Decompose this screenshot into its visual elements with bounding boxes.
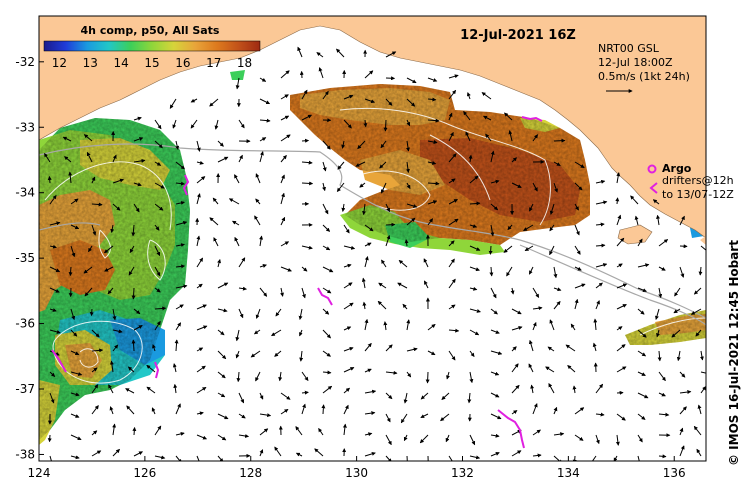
current-arrow bbox=[323, 405, 324, 414]
current-arrow bbox=[365, 120, 366, 127]
product-time: 12-Jul 18:00Z bbox=[598, 56, 673, 69]
y-tick-label: -36 bbox=[15, 317, 35, 331]
drifter-label-line1: drifters@12h bbox=[662, 174, 734, 187]
current-arrow bbox=[133, 340, 134, 351]
y-tick-label: -33 bbox=[15, 120, 35, 134]
x-tick-label: 126 bbox=[133, 466, 156, 480]
imos-credit: © IMOS 16-Jul-2021 12:45 Hobart bbox=[727, 240, 741, 466]
colorbar-tick-label: 14 bbox=[114, 56, 129, 70]
current-arrow bbox=[302, 141, 308, 142]
current-arrow bbox=[617, 198, 618, 204]
current-arrow bbox=[92, 309, 93, 316]
colorbar-title: 4h comp, p50, All Sats bbox=[81, 24, 220, 37]
current-arrow bbox=[490, 246, 491, 254]
current-arrow bbox=[386, 225, 395, 226]
colorbar-tick-label: 15 bbox=[144, 56, 159, 70]
x-tick-label: 134 bbox=[557, 466, 580, 480]
current-arrow bbox=[575, 456, 576, 463]
current-arrow bbox=[491, 267, 492, 276]
current-arrow bbox=[92, 204, 102, 205]
current-arrow bbox=[659, 456, 666, 457]
current-arrow bbox=[50, 435, 51, 442]
y-tick-label: -35 bbox=[15, 251, 35, 265]
colorbar-tick-label: 16 bbox=[175, 56, 190, 70]
current-arrow bbox=[302, 392, 308, 393]
colorbar-tick-label: 18 bbox=[237, 56, 252, 70]
colorbar-tick-label: 13 bbox=[83, 56, 98, 70]
x-tick-label: 132 bbox=[451, 466, 474, 480]
vector-scale-label: 0.5m/s (1kt 24h) bbox=[598, 70, 690, 83]
y-tick-label: -38 bbox=[15, 447, 35, 461]
x-tick-label: 128 bbox=[239, 466, 262, 480]
drifter-label-line2: to 13/07-12Z bbox=[662, 188, 734, 201]
colorbar-gradient bbox=[44, 41, 260, 51]
x-tick-label: 130 bbox=[345, 466, 368, 480]
current-arrow bbox=[302, 183, 313, 184]
current-arrow bbox=[49, 177, 50, 183]
current-arrow bbox=[428, 372, 429, 383]
x-tick-label: 124 bbox=[28, 466, 51, 480]
y-tick-label: -34 bbox=[15, 186, 35, 200]
x-tick-label: 136 bbox=[663, 466, 686, 480]
argo-legend: Argo drifters@12h to 13/07-12Z bbox=[649, 162, 735, 201]
colorbar-tick-label: 17 bbox=[206, 56, 221, 70]
map-title: 12-Jul-2021 16Z bbox=[460, 28, 576, 43]
current-arrow bbox=[134, 428, 135, 435]
y-tick-label: -32 bbox=[15, 55, 35, 69]
current-arrow bbox=[133, 288, 134, 299]
colorbar-tick-label: 12 bbox=[52, 56, 67, 70]
current-arrow bbox=[70, 267, 71, 276]
product-label: NRT00 GSL bbox=[598, 42, 660, 55]
current-arrow bbox=[554, 141, 565, 142]
y-tick-label: -37 bbox=[15, 382, 35, 396]
current-arrow bbox=[385, 120, 386, 131]
